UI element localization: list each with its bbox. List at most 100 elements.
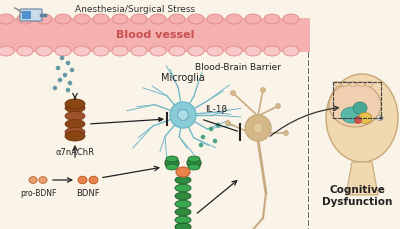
Ellipse shape: [65, 99, 85, 109]
Ellipse shape: [207, 46, 223, 56]
Ellipse shape: [36, 46, 52, 56]
Ellipse shape: [187, 158, 201, 169]
Ellipse shape: [150, 46, 166, 56]
Ellipse shape: [358, 82, 364, 87]
Ellipse shape: [17, 46, 33, 56]
Ellipse shape: [188, 164, 200, 170]
Ellipse shape: [65, 104, 85, 112]
Ellipse shape: [169, 14, 185, 24]
Ellipse shape: [176, 167, 190, 177]
Ellipse shape: [55, 14, 71, 24]
Ellipse shape: [377, 115, 383, 120]
Text: α7nAChR: α7nAChR: [56, 148, 94, 157]
Ellipse shape: [112, 46, 128, 56]
Ellipse shape: [341, 107, 363, 123]
Ellipse shape: [65, 120, 85, 128]
Circle shape: [178, 109, 188, 120]
Text: BDNF: BDNF: [76, 189, 100, 198]
Circle shape: [209, 127, 213, 131]
Ellipse shape: [131, 46, 147, 56]
Bar: [0, 18, 310, 52]
Circle shape: [216, 123, 220, 127]
Ellipse shape: [226, 46, 242, 56]
Circle shape: [170, 102, 196, 128]
Ellipse shape: [264, 14, 280, 24]
Circle shape: [226, 120, 230, 125]
Ellipse shape: [188, 14, 204, 24]
FancyBboxPatch shape: [22, 11, 31, 19]
Ellipse shape: [175, 176, 191, 184]
Circle shape: [53, 86, 57, 90]
Circle shape: [245, 115, 271, 141]
Ellipse shape: [245, 46, 261, 56]
Ellipse shape: [0, 46, 14, 56]
Ellipse shape: [358, 112, 372, 123]
Circle shape: [354, 117, 362, 123]
Ellipse shape: [188, 156, 200, 162]
Ellipse shape: [283, 14, 299, 24]
Text: Blood vessel: Blood vessel: [116, 30, 194, 40]
Ellipse shape: [150, 14, 166, 24]
Ellipse shape: [65, 128, 85, 136]
Circle shape: [58, 78, 62, 82]
Ellipse shape: [131, 14, 147, 24]
Circle shape: [213, 139, 217, 143]
Ellipse shape: [36, 14, 52, 24]
Ellipse shape: [65, 131, 85, 141]
Circle shape: [70, 68, 74, 72]
Ellipse shape: [334, 82, 340, 87]
Ellipse shape: [245, 14, 261, 24]
Ellipse shape: [353, 102, 367, 114]
Ellipse shape: [175, 192, 191, 200]
Ellipse shape: [175, 223, 191, 229]
Ellipse shape: [329, 83, 381, 127]
Ellipse shape: [65, 112, 85, 120]
Ellipse shape: [39, 177, 47, 183]
Ellipse shape: [326, 74, 398, 162]
Ellipse shape: [175, 216, 191, 224]
Ellipse shape: [188, 46, 204, 56]
Polygon shape: [346, 162, 378, 195]
Ellipse shape: [166, 156, 178, 162]
Circle shape: [66, 61, 70, 65]
Circle shape: [276, 104, 280, 109]
Circle shape: [253, 123, 263, 133]
FancyBboxPatch shape: [20, 9, 42, 21]
Ellipse shape: [29, 177, 37, 183]
Ellipse shape: [342, 82, 348, 87]
Circle shape: [260, 87, 266, 93]
Ellipse shape: [55, 46, 71, 56]
Ellipse shape: [169, 46, 185, 56]
Text: Anesthesia/Surgical Stress: Anesthesia/Surgical Stress: [75, 5, 195, 14]
Text: pro-BDNF: pro-BDNF: [20, 189, 56, 198]
Ellipse shape: [0, 14, 14, 24]
Circle shape: [230, 90, 236, 95]
Ellipse shape: [264, 46, 280, 56]
Text: Microglia: Microglia: [161, 73, 205, 83]
Circle shape: [284, 131, 288, 136]
Circle shape: [68, 81, 72, 85]
Ellipse shape: [74, 14, 90, 24]
Ellipse shape: [93, 46, 109, 56]
Ellipse shape: [74, 46, 90, 56]
Ellipse shape: [283, 46, 299, 56]
Ellipse shape: [165, 158, 179, 169]
Ellipse shape: [175, 200, 191, 208]
Circle shape: [63, 73, 67, 77]
Ellipse shape: [207, 14, 223, 24]
Ellipse shape: [366, 82, 372, 87]
Circle shape: [199, 143, 203, 147]
Circle shape: [60, 56, 64, 60]
Circle shape: [379, 116, 383, 120]
Text: Cognitive
Dysfunction: Cognitive Dysfunction: [322, 185, 392, 207]
Ellipse shape: [166, 164, 178, 170]
Ellipse shape: [226, 14, 242, 24]
Ellipse shape: [78, 176, 87, 184]
Circle shape: [201, 135, 205, 139]
Ellipse shape: [350, 82, 356, 87]
Ellipse shape: [17, 14, 33, 24]
Circle shape: [66, 88, 70, 92]
Ellipse shape: [89, 176, 98, 184]
Text: Blood-Brain Barrier: Blood-Brain Barrier: [195, 63, 281, 73]
Circle shape: [56, 66, 60, 70]
